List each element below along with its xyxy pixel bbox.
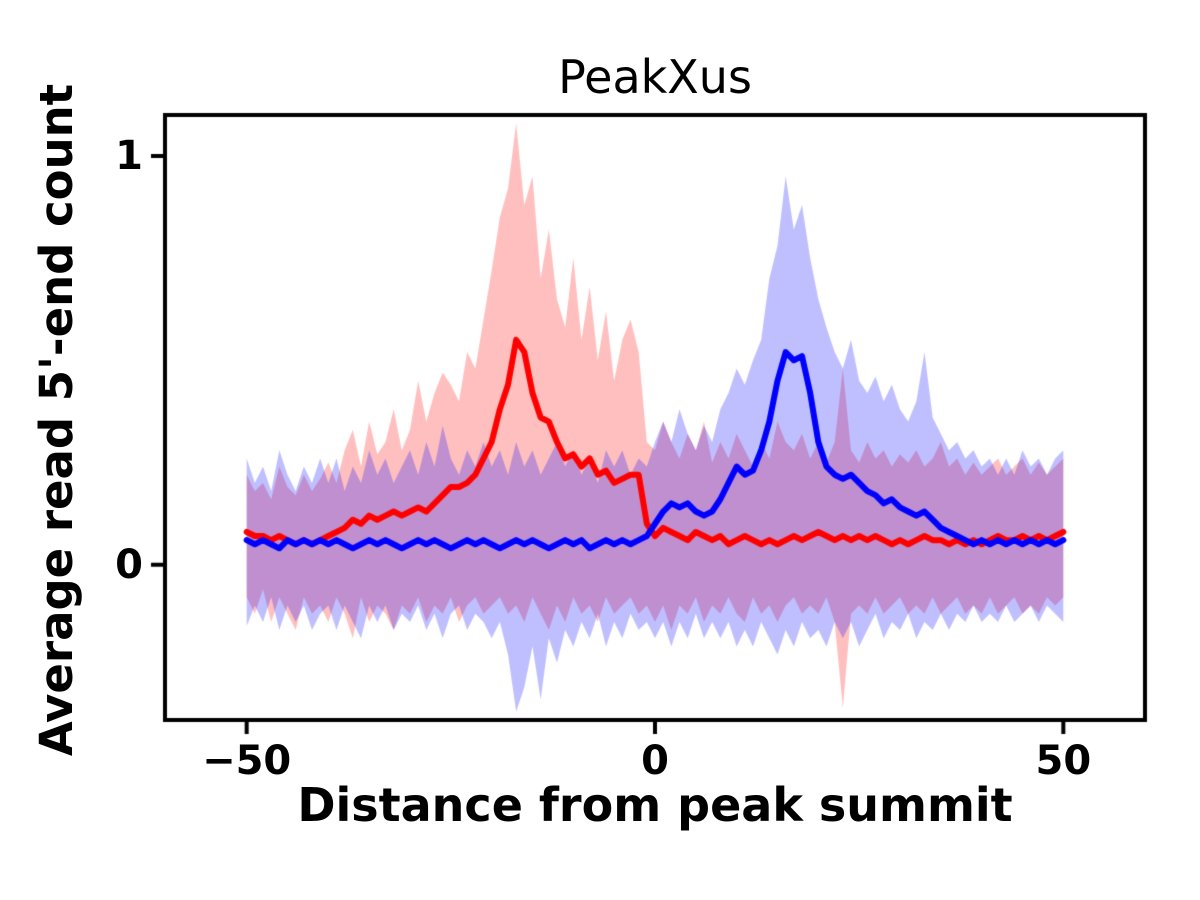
x-tick-label: 50 [1035, 738, 1092, 784]
y-axis-label: Average read 5'-end count [30, 83, 83, 757]
y-tick-label: 1 [115, 132, 143, 179]
y-tick-label: 0 [115, 541, 143, 588]
x-tick-label: −50 [202, 738, 292, 784]
x-tick-label: 0 [641, 738, 669, 784]
x-axis-label: Distance from peak summit [297, 778, 1013, 832]
chart-title: PeakXus [558, 50, 752, 104]
